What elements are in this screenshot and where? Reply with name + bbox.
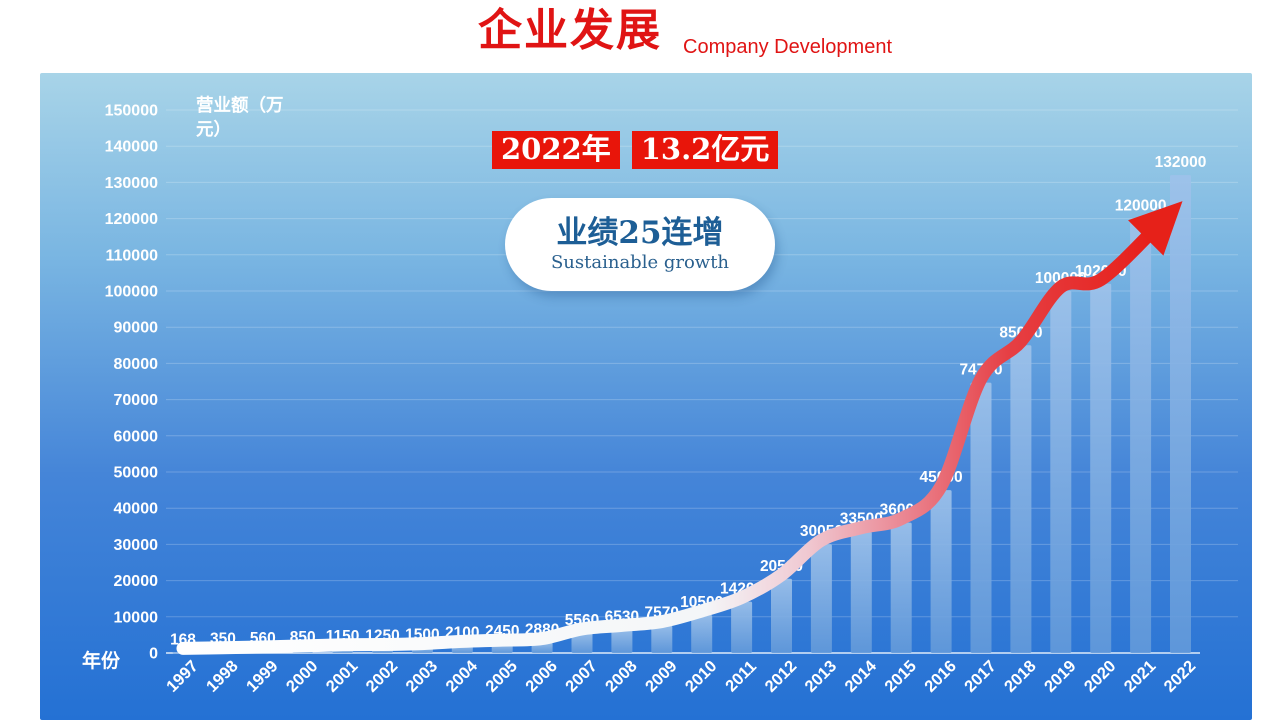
x-tick-label: 2001 [323,657,362,696]
x-tick-label: 2011 [722,657,760,695]
x-tick-label: 2021 [1121,657,1160,696]
bar-2018 [1010,345,1032,653]
y-tick-label: 100000 [105,284,158,301]
growth-trend-curve [176,218,1165,655]
x-tick-label: 2007 [562,657,601,696]
callout-year-chip: 2022年 [492,131,620,169]
x-tick-label: 2018 [1001,657,1040,696]
bar-2014 [850,531,872,653]
bar-2012 [771,578,792,653]
y-tick-label: 50000 [114,465,159,482]
bar-2008 [611,629,633,653]
bar-2019 [1050,291,1072,653]
x-tick-label: 2010 [682,657,721,696]
y-tick-label: 0 [149,646,158,663]
y-tick-label: 40000 [114,501,159,518]
bar-2022 [1170,175,1191,653]
x-tick-label: 2000 [283,657,322,696]
x-tick-label: 2020 [1081,657,1120,696]
x-tick-label: 1997 [163,657,202,696]
x-tick-label: 1999 [243,657,282,696]
bar-2015 [890,522,912,653]
y-tick-label: 10000 [114,609,159,626]
y-tick-label: 60000 [114,428,159,445]
bar-value-label: 120000 [1115,198,1167,215]
y-tick-label: 80000 [114,356,159,373]
x-tick-label: 2017 [961,657,1000,696]
x-tick-label: 2015 [881,657,920,696]
bar-2007 [571,632,593,653]
revenue-bar-chart: 168 350 560 850 1150 1250 1500 2100 2450 28805560… [82,95,1238,696]
callout-value-chip: 13.2亿元 [631,131,779,169]
x-tick-label: 2004 [442,657,481,696]
y-tick-label: 120000 [105,211,158,228]
growth-badge-title: 业绩25连增 [556,214,724,251]
y-tick-label: 110000 [105,247,158,264]
bar-value-label: 132000 [1155,154,1207,171]
y-tick-label: 20000 [114,573,159,590]
bar-2016 [930,490,952,653]
x-tick-label: 2009 [642,657,681,696]
x-tick-label: 2016 [921,657,960,696]
x-tick-label: 2006 [522,657,561,696]
page-title: 企业发展 [478,6,662,55]
x-tick-label: 2012 [762,657,801,696]
bar-2011 [731,601,753,653]
growth-badge: 业绩25连增 Sustainable growth [505,198,775,291]
x-tick-label: 2002 [363,657,402,696]
bar-2020 [1090,283,1112,653]
x-tick-label: 2014 [841,657,880,696]
bar-2009 [651,625,673,653]
x-tick-label: 2005 [482,657,521,696]
bar-2021 [1130,218,1152,653]
y-axis-title: 营业额（万 [196,95,284,115]
bar-2013 [810,544,832,653]
bar-2010 [691,614,713,653]
y-tick-label: 70000 [114,392,159,409]
x-tick-label: 2022 [1161,657,1200,696]
revenue-chart-panel: 168 350 560 850 1150 1250 1500 2100 2450 2880 5560… [40,73,1252,720]
x-tick-label: 2008 [602,657,641,696]
page-subtitle: Company Development [683,36,892,58]
y-tick-label: 30000 [114,537,159,554]
x-tick-label: 2013 [802,657,841,696]
y-tick-label: 140000 [105,139,158,156]
y-axis-title: 元） [196,119,231,139]
bar-2017 [970,382,992,653]
y-tick-label: 130000 [105,175,158,192]
highlight-callout: 2022年 13.2亿元 [492,131,779,169]
growth-arrow-head [1128,201,1183,256]
y-tick-label: 90000 [114,320,159,337]
x-tick-label: 2003 [403,657,442,696]
y-tick-label: 150000 [105,103,158,120]
x-tick-label: 2019 [1041,657,1080,696]
x-axis-title: 年份 [82,649,121,672]
x-tick-label: 1998 [203,657,242,696]
growth-badge-subtitle: Sustainable growth [550,251,730,273]
